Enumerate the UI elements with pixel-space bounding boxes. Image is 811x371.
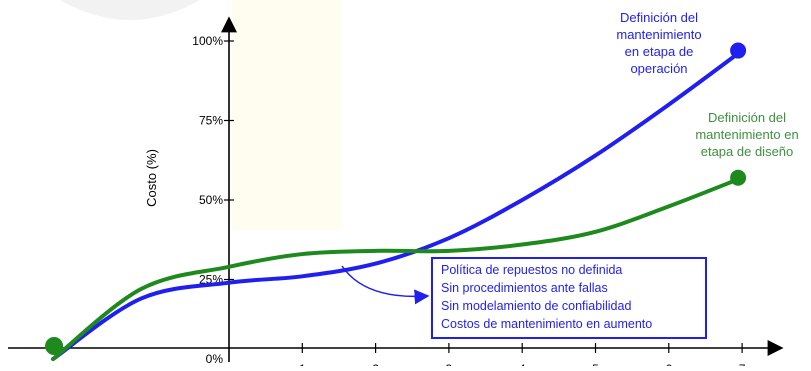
callout-line: Política de repuestos no definida xyxy=(441,263,622,277)
annotation-line: etapa de diseño xyxy=(701,144,794,159)
x-tick-label: 6 xyxy=(665,362,672,366)
x-tick-label: 5 xyxy=(592,362,599,366)
callout-box: Política de repuestos no definida Sin pr… xyxy=(341,257,707,339)
x-tick-label: 4 xyxy=(519,362,526,366)
background-watermark xyxy=(60,0,342,230)
callout-arrow xyxy=(341,265,430,305)
x-tick-label: 1 xyxy=(299,362,306,366)
callout-line: Costos de mantenimiento en aumento xyxy=(441,317,652,331)
annotation-line: operación xyxy=(630,61,687,76)
y-axis-label: Costo (%) xyxy=(144,149,159,207)
annotation-line: en etapa de xyxy=(625,44,694,59)
series-line xyxy=(51,175,745,361)
y-tick-label: 0% xyxy=(206,352,224,366)
y-tick-label: 75% xyxy=(199,114,223,128)
series-annotation-operation: Definición del mantenimiento en etapa de… xyxy=(616,10,701,76)
annotation-line: Definición del xyxy=(708,110,786,125)
callout-line: Sin procedimientos ante fallas xyxy=(441,281,608,295)
series-end-point xyxy=(730,169,747,186)
x-tick-label: 2 xyxy=(372,362,379,366)
annotation-line: Definición del xyxy=(620,10,698,25)
axes xyxy=(8,16,784,362)
y-tick-label: 100% xyxy=(192,34,223,48)
annotation-line: mantenimiento xyxy=(616,27,701,42)
x-tick-label: 3 xyxy=(446,362,453,366)
callout-frame xyxy=(431,257,707,339)
x-tick-label: 7 xyxy=(739,362,746,366)
series-annotation-design: Definición del mantenimiento en etapa de… xyxy=(695,110,798,159)
series-start-point xyxy=(45,337,64,355)
callout-line: Sin modelamiento de confiabilidad xyxy=(441,299,631,313)
annotation-line: mantenimiento en xyxy=(695,127,798,142)
y-tick-label: 50% xyxy=(199,193,223,207)
series-layer xyxy=(45,42,747,361)
series-end-point xyxy=(730,42,747,59)
